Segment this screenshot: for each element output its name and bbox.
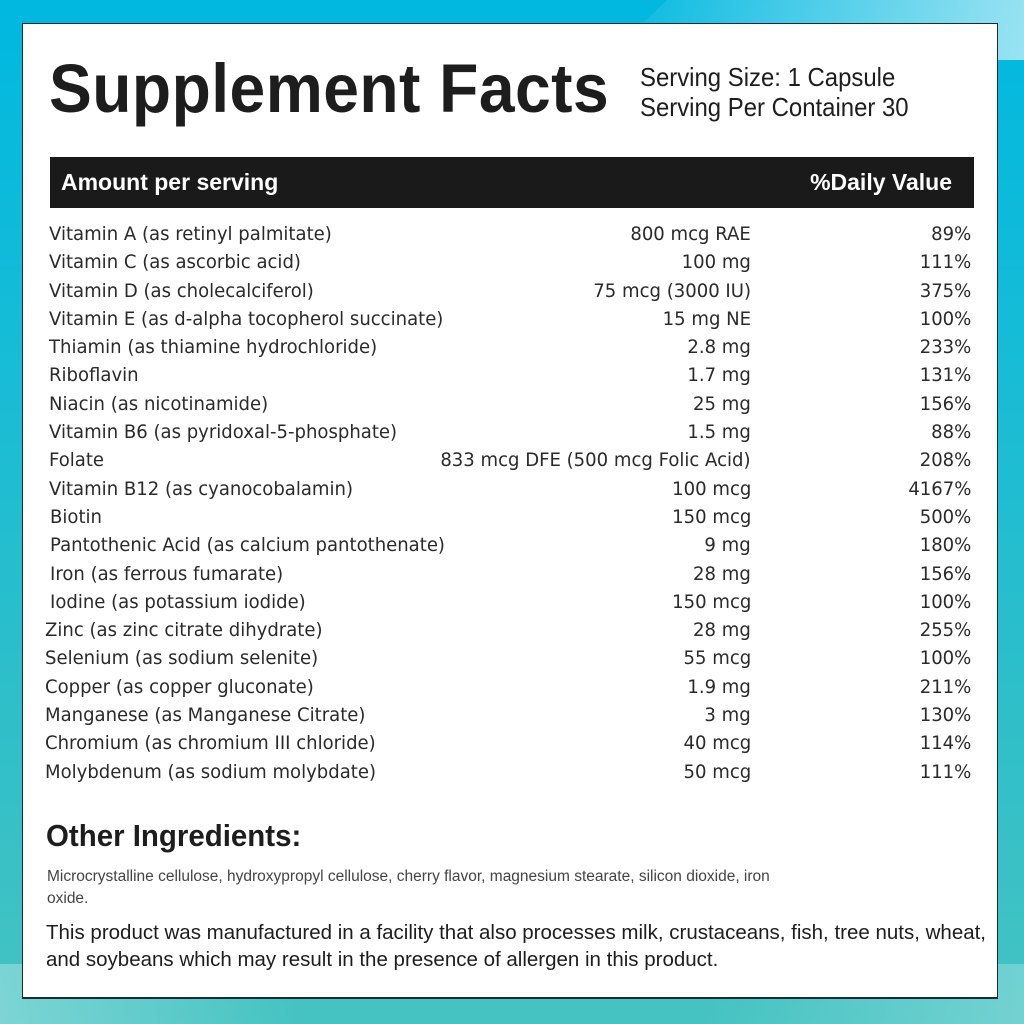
nutrient-name: Vitamin D (as cholecalciferol) [49, 279, 314, 302]
nutrient-name: Manganese (as Manganese Citrate) [45, 704, 366, 727]
nutrient-daily-value: 233% [919, 336, 971, 359]
table-row: Niacin (as nicotinamide) 25 mg 156% [23, 393, 997, 421]
nutrient-daily-value: 130% [919, 704, 971, 727]
nutrient-daily-value: 88% [930, 421, 971, 444]
table-row: Chromium (as chromium III chloride) 40 mc… [23, 732, 997, 760]
label-title: Supplement Facts [49, 50, 610, 127]
nutrient-amount: 3 mg [704, 704, 751, 727]
table-row: Copper (as copper gluconate) 1.9 mg 211% [23, 676, 997, 704]
nutrient-name: Chromium (as chromium III chloride) [45, 732, 376, 755]
nutrient-daily-value: 89% [930, 223, 971, 245]
table-row: Pantothenic Acid (as calcium pantothenat… [23, 534, 997, 562]
nutrient-daily-value: 500% [919, 505, 971, 528]
nutrient-daily-value: 4167% [907, 477, 971, 500]
table-row: Vitamin C (as ascorbic acid) 100 mg 111% [23, 251, 997, 279]
nutrient-amount: 55 mcg [683, 647, 751, 670]
nutrient-amount: 1.5 mg [687, 421, 751, 444]
nutrient-amount: 1.9 mg [687, 675, 751, 698]
nutrient-daily-value: 100% [919, 307, 971, 330]
other-ingredients-text: Microcrystalline cellulose, hydroxypropy… [47, 868, 770, 907]
nutrient-name: Pantothenic Acid (as calcium pantothenat… [50, 534, 445, 557]
nutrient-daily-value: 100% [919, 590, 971, 613]
nutrient-amount: 9 mg [704, 534, 751, 557]
nutrient-name: Folate [49, 449, 105, 472]
table-row: Riboflavin 1.7 mg 131% [23, 364, 997, 392]
nutrient-name: Molybdenum (as sodium molybdate) [45, 760, 376, 783]
nutrient-daily-value: 211% [919, 675, 971, 698]
table-row: Manganese (as Manganese Citrate) 3 mg 130% [23, 704, 997, 732]
nutrient-daily-value: 111% [919, 760, 971, 783]
nutrient-amount: 15 mg NE [662, 307, 751, 330]
table-row: Biotin 150 mcg 500% [23, 506, 997, 534]
nutrient-daily-value: 208% [919, 449, 971, 472]
nutrient-amount: 50 mcg [683, 760, 751, 783]
nutrient-amount: 28 mg [693, 562, 751, 585]
nutrient-amount: 2.8 mg [687, 336, 751, 359]
nutrient-amount: 25 mg [693, 392, 751, 415]
table-row: Thiamin (as thiamine hydrochloride) 2.8 m… [23, 336, 997, 364]
nutrient-amount: 28 mg [693, 619, 751, 642]
nutrient-amount: 75 mcg (3000 IU) [593, 279, 751, 302]
nutrient-amount: 150 mcg [671, 505, 751, 528]
nutrient-daily-value: 111% [919, 251, 971, 274]
table-row: Folate 833 mcg DFE (500 mcg Folic Acid) 20… [23, 449, 997, 477]
nutrient-amount: 833 mcg DFE (500 mcg Folic Acid) [440, 449, 751, 472]
nutrient-name: Iodine (as potassium iodide) [50, 590, 306, 613]
nutrient-amount: 100 mg [681, 251, 751, 274]
nutrient-name: Vitamin B6 (as pyridoxal-5-phosphate) [49, 421, 398, 444]
daily-value-header: %Daily Value [810, 169, 952, 195]
servings-per-container: Serving Per Container 30 [640, 92, 909, 122]
allergen-statement: This product was manufactured in a facil… [46, 921, 987, 971]
nutrient-daily-value: 100% [919, 647, 971, 670]
nutrient-name: Iron (as ferrous fumarate) [50, 562, 284, 585]
nutrient-daily-value: 131% [919, 364, 971, 387]
nutrient-name: Thiamin (as thiamine hydrochloride) [49, 336, 378, 359]
table-row: Vitamin B6 (as pyridoxal-5-phosphate) 1.5… [23, 421, 997, 449]
nutrient-amount: 150 mcg [671, 590, 751, 613]
table-row: Vitamin B12 (as cyanocobalamin) 100 mcg 41… [23, 478, 997, 506]
amount-per-serving-header: Amount per serving [61, 169, 279, 195]
nutrient-daily-value: 255% [919, 619, 971, 642]
nutrient-amount: 800 mcg RAE [630, 223, 751, 245]
nutrient-daily-value: 180% [919, 534, 971, 557]
nutrient-daily-value: 156% [919, 392, 971, 415]
table-row: Selenium (as sodium selenite) 55 mcg 100% [23, 647, 997, 675]
serving-info: Serving Size: 1 Capsule Serving Per Cont… [640, 62, 909, 122]
nutrient-daily-value: 375% [919, 279, 971, 302]
serving-size: Serving Size: 1 Capsule [640, 62, 896, 92]
nutrient-daily-value: 114% [919, 732, 971, 755]
table-row: Vitamin A (as retinyl palmitate) 800 mcg … [23, 223, 997, 251]
supplement-facts-panel: Supplement Facts Serving Size: 1 Capsule… [22, 23, 998, 998]
nutrient-name: Zinc (as zinc citrate dihydrate) [45, 619, 323, 642]
nutrient-name: Biotin [50, 505, 102, 528]
nutrient-name: Selenium (as sodium selenite) [45, 647, 319, 670]
table-header: Amount per serving %Daily Value [50, 157, 974, 208]
other-ingredients-title: Other Ingredients: [46, 818, 302, 853]
table-row: Molybdenum (as sodium molybdate) 50 mcg 11… [23, 761, 997, 789]
nutrient-name: Niacin (as nicotinamide) [49, 392, 269, 415]
table-row: Zinc (as zinc citrate dihydrate) 28 mg 255… [23, 619, 997, 647]
nutrient-amount: 1.7 mg [687, 364, 751, 387]
nutrient-name: Vitamin E (as d-alpha tocopherol succina… [49, 307, 444, 330]
nutrient-amount: 100 mcg [671, 477, 751, 500]
nutrient-name: Vitamin C (as ascorbic acid) [49, 251, 301, 274]
table-row: Vitamin E (as d-alpha tocopherol succina… [23, 308, 997, 336]
table-row: Vitamin D (as cholecalciferol) 75 mcg (30… [23, 280, 997, 308]
nutrient-table: Vitamin A (as retinyl palmitate) 800 mcg … [23, 223, 997, 789]
nutrient-name: Riboflavin [49, 364, 139, 387]
table-row: Iron (as ferrous fumarate) 28 mg 156% [23, 563, 997, 591]
nutrient-name: Vitamin A (as retinyl palmitate) [49, 223, 332, 245]
nutrient-name: Vitamin B12 (as cyanocobalamin) [49, 477, 354, 500]
nutrient-daily-value: 156% [919, 562, 971, 585]
nutrient-name: Copper (as copper gluconate) [45, 675, 314, 698]
table-row: Iodine (as potassium iodide) 150 mcg 100% [23, 591, 997, 619]
nutrient-amount: 40 mcg [683, 732, 751, 755]
